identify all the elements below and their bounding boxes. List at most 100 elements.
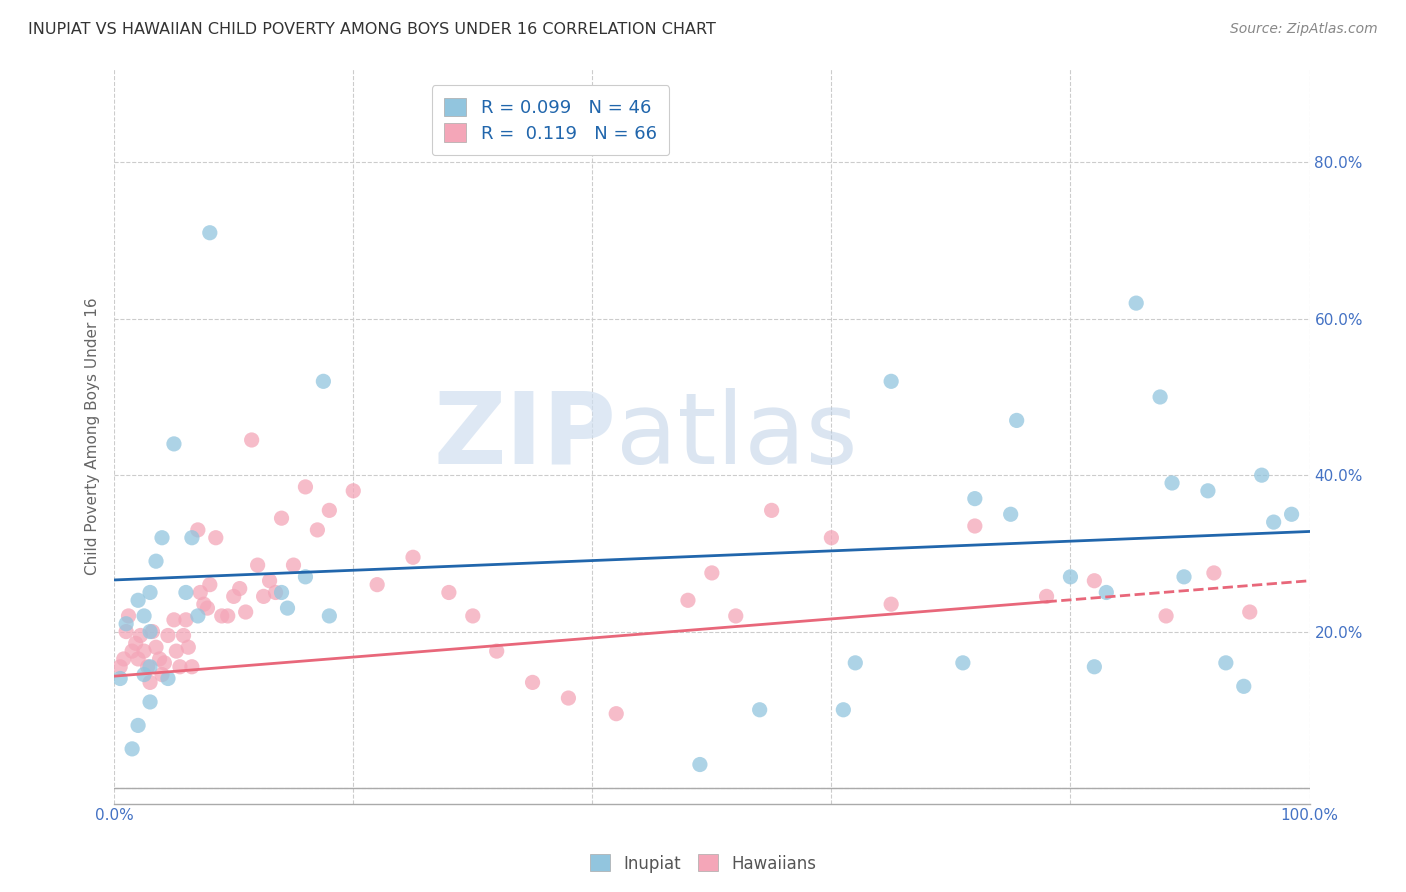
- Point: [485, 644, 508, 658]
- Point: [318, 503, 340, 517]
- Legend: R = 0.099   N = 46, R =  0.119   N = 66: R = 0.099 N = 46, R = 0.119 N = 66: [432, 85, 669, 155]
- Point: [222, 590, 245, 604]
- Point: [204, 531, 226, 545]
- Point: [136, 659, 159, 673]
- Point: [149, 652, 172, 666]
- Point: [187, 609, 209, 624]
- Point: [132, 609, 155, 624]
- Point: [1125, 296, 1147, 310]
- Point: [270, 511, 292, 525]
- Point: [115, 616, 138, 631]
- Point: [139, 585, 162, 599]
- Point: [173, 628, 195, 642]
- Point: [312, 374, 335, 388]
- Point: [832, 703, 855, 717]
- Point: [1233, 679, 1256, 693]
- Point: [522, 675, 544, 690]
- Point: [117, 609, 139, 624]
- Point: [150, 667, 173, 681]
- Point: [145, 554, 167, 568]
- Point: [1215, 656, 1237, 670]
- Point: [1173, 570, 1195, 584]
- Point: [676, 593, 699, 607]
- Point: [121, 742, 143, 756]
- Point: [1083, 574, 1105, 588]
- Point: [177, 640, 200, 655]
- Point: [880, 597, 903, 611]
- Point: [402, 550, 425, 565]
- Point: [180, 531, 202, 545]
- Point: [264, 585, 287, 599]
- Point: [139, 624, 162, 639]
- Point: [437, 585, 460, 599]
- Point: [700, 566, 723, 580]
- Point: [252, 590, 274, 604]
- Point: [211, 609, 233, 624]
- Point: [108, 672, 131, 686]
- Point: [1035, 590, 1057, 604]
- Point: [318, 609, 340, 624]
- Point: [761, 503, 783, 517]
- Point: [605, 706, 627, 721]
- Point: [132, 644, 155, 658]
- Point: [129, 628, 152, 642]
- Point: [169, 659, 191, 673]
- Point: [125, 636, 148, 650]
- Point: [1149, 390, 1171, 404]
- Point: [246, 558, 269, 573]
- Point: [1197, 483, 1219, 498]
- Point: [1000, 508, 1022, 522]
- Point: [217, 609, 239, 624]
- Point: [115, 624, 138, 639]
- Point: [963, 519, 986, 533]
- Point: [342, 483, 364, 498]
- Point: [156, 672, 179, 686]
- Point: [187, 523, 209, 537]
- Point: [307, 523, 329, 537]
- Point: [1161, 475, 1184, 490]
- Point: [724, 609, 747, 624]
- Point: [1059, 570, 1081, 584]
- Point: [283, 558, 305, 573]
- Point: [880, 374, 903, 388]
- Legend: Inupiat, Hawaiians: Inupiat, Hawaiians: [583, 847, 823, 880]
- Point: [240, 433, 263, 447]
- Point: [294, 480, 316, 494]
- Point: [689, 757, 711, 772]
- Text: Source: ZipAtlas.com: Source: ZipAtlas.com: [1230, 22, 1378, 37]
- Point: [963, 491, 986, 506]
- Point: [108, 659, 131, 673]
- Point: [844, 656, 866, 670]
- Point: [1083, 659, 1105, 673]
- Point: [294, 570, 316, 584]
- Point: [1239, 605, 1261, 619]
- Text: atlas: atlas: [616, 387, 858, 484]
- Point: [1281, 508, 1303, 522]
- Point: [1095, 585, 1118, 599]
- Point: [174, 613, 197, 627]
- Point: [127, 718, 149, 732]
- Point: [1250, 468, 1272, 483]
- Point: [141, 624, 163, 639]
- Point: [163, 437, 186, 451]
- Point: [197, 601, 219, 615]
- Point: [235, 605, 257, 619]
- Point: [112, 652, 135, 666]
- Point: [139, 695, 162, 709]
- Point: [1263, 515, 1285, 529]
- Point: [366, 577, 388, 591]
- Point: [748, 703, 770, 717]
- Point: [121, 644, 143, 658]
- Point: [259, 574, 281, 588]
- Point: [461, 609, 484, 624]
- Point: [153, 656, 176, 670]
- Point: [180, 659, 202, 673]
- Text: INUPIAT VS HAWAIIAN CHILD POVERTY AMONG BOYS UNDER 16 CORRELATION CHART: INUPIAT VS HAWAIIAN CHILD POVERTY AMONG …: [28, 22, 716, 37]
- Point: [952, 656, 974, 670]
- Point: [188, 585, 211, 599]
- Point: [132, 667, 155, 681]
- Point: [163, 613, 186, 627]
- Point: [174, 585, 197, 599]
- Point: [139, 659, 162, 673]
- Point: [228, 582, 250, 596]
